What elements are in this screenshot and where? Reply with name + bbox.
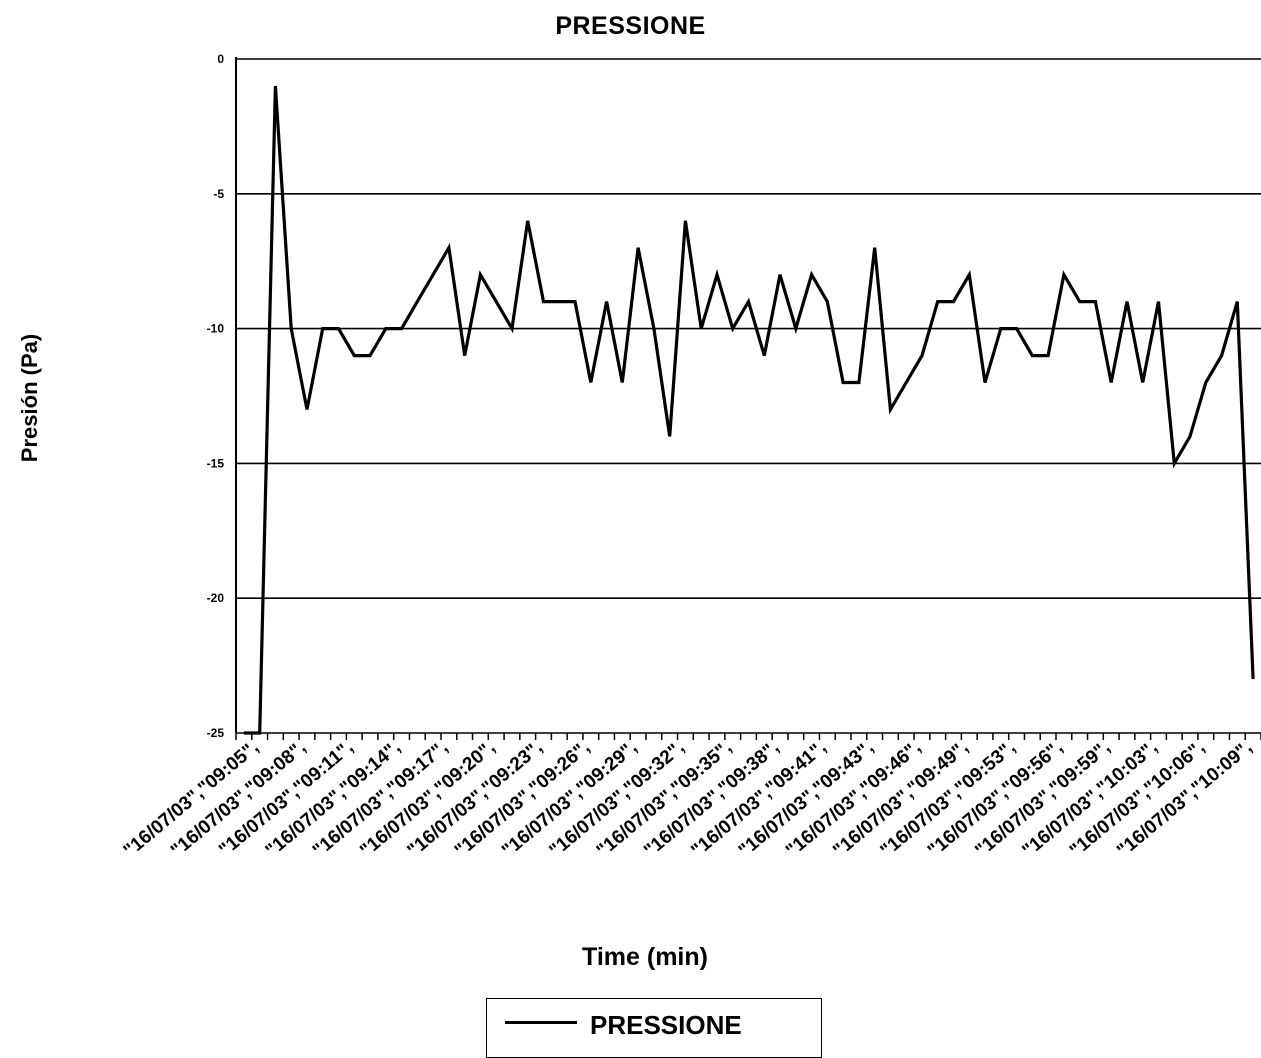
legend-swatch (505, 1021, 577, 1024)
y-tick-label: -25 (207, 726, 225, 740)
y-tick-label: -15 (207, 456, 225, 470)
chart-title: PRESSIONE (555, 12, 706, 40)
y-tick-label: -10 (207, 322, 225, 336)
grid-lines (236, 58, 1261, 734)
x-axis-label: Time (min) (582, 943, 708, 971)
series-layer (243, 85, 1255, 735)
y-tick-label: -5 (213, 187, 224, 201)
legend-label: PRESSIONE (590, 1010, 742, 1040)
y-tick-labels: 0 -5 -10 -15 -20 -25 (207, 52, 225, 740)
y-tick-label: 0 (217, 52, 224, 66)
series-line (243, 85, 1255, 735)
y-tick-label: -20 (207, 591, 225, 605)
legend: PRESSIONE (486, 998, 822, 1058)
x-tick-labels: "16/07/03","09:05","16/07/03","09:08","1… (120, 737, 1257, 862)
